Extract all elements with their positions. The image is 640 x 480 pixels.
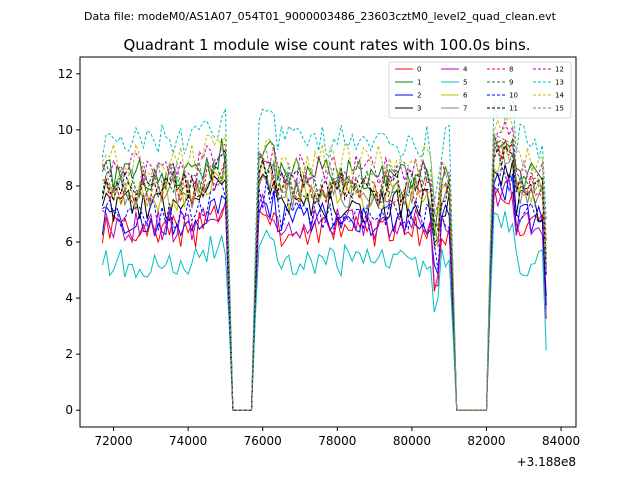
legend-label-5: 5	[463, 79, 467, 87]
legend-label-14: 14	[555, 92, 564, 100]
x-tick-label: 78000	[318, 434, 356, 448]
x-tick-label: 76000	[244, 434, 282, 448]
x-tick-label: 74000	[169, 434, 207, 448]
legend-label-6: 6	[463, 92, 468, 100]
legend-label-3: 3	[417, 105, 421, 113]
series-line-14	[101, 111, 547, 411]
data-file-label: Data file: modeM0/AS1A07_054T01_90000034…	[84, 10, 557, 23]
legend-label-2: 2	[417, 92, 421, 100]
legend-label-12: 12	[555, 66, 564, 74]
x-axis: 72000 74000 76000 78000 80000 82000 84000	[94, 427, 580, 448]
legend-label-9: 9	[509, 79, 513, 87]
y-tick-label: 10	[58, 123, 73, 137]
x-tick-label: 80000	[393, 434, 431, 448]
legend-label-8: 8	[509, 66, 513, 74]
y-tick-label: 4	[65, 291, 73, 305]
x-tick-label: 84000	[542, 434, 580, 448]
x-tick-label: 82000	[467, 434, 505, 448]
legend-box	[388, 61, 572, 119]
series-line-13	[101, 92, 547, 411]
legend-label-10: 10	[509, 92, 518, 100]
legend-label-13: 13	[555, 79, 564, 87]
legend-label-7: 7	[463, 105, 467, 113]
plot-area: 72000 74000 76000 78000 80000 82000 84000 0 2 4 6…	[58, 56, 580, 469]
series-line-6	[102, 144, 547, 411]
series-line-4	[102, 176, 547, 411]
series-line-9	[101, 138, 547, 411]
series-line-11	[101, 145, 547, 411]
y-tick-label: 0	[65, 403, 73, 417]
series-line-3	[101, 160, 547, 411]
x-tick-label: 72000	[94, 434, 132, 448]
series-line-5	[101, 211, 547, 411]
legend-label-4: 4	[463, 66, 468, 74]
series-line-8	[102, 139, 547, 411]
x-offset-label: +3.188e8	[517, 455, 576, 469]
legend-label-15: 15	[555, 105, 564, 113]
series-line-15	[101, 133, 547, 411]
series-layer	[101, 92, 547, 411]
y-tick-label: 2	[65, 347, 73, 361]
legend-label-11: 11	[509, 105, 518, 113]
y-axis: 0 2 4 6 8 10 12	[58, 67, 80, 417]
y-tick-label: 6	[65, 235, 73, 249]
chart-title: Quadrant 1 module wise count rates with …	[123, 36, 530, 54]
legend-label-1: 1	[417, 79, 421, 87]
y-tick-label: 12	[58, 67, 73, 81]
legend-label-0: 0	[417, 66, 421, 74]
y-tick-label: 8	[65, 179, 73, 193]
